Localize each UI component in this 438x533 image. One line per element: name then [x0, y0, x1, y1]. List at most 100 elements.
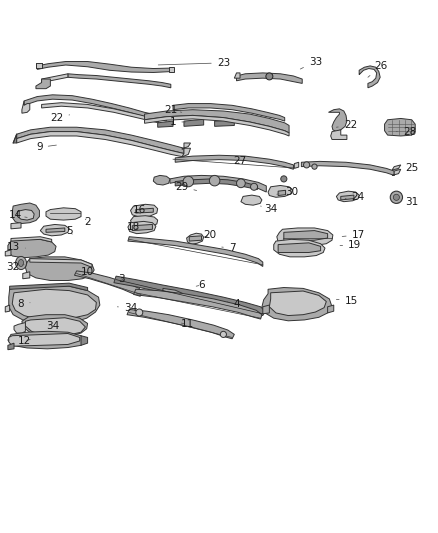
- Polygon shape: [158, 121, 173, 127]
- Ellipse shape: [16, 256, 27, 270]
- Text: 11: 11: [181, 319, 194, 329]
- Polygon shape: [187, 233, 204, 244]
- Polygon shape: [23, 272, 30, 279]
- Polygon shape: [81, 336, 88, 345]
- Polygon shape: [359, 66, 380, 88]
- Polygon shape: [128, 237, 263, 266]
- Polygon shape: [36, 79, 50, 88]
- Polygon shape: [170, 175, 266, 192]
- Polygon shape: [14, 322, 25, 333]
- Polygon shape: [234, 73, 240, 78]
- Text: 10: 10: [81, 266, 94, 277]
- Circle shape: [266, 73, 273, 80]
- Text: 34: 34: [117, 303, 137, 313]
- Text: 2: 2: [84, 217, 91, 227]
- Polygon shape: [241, 195, 262, 205]
- Polygon shape: [392, 169, 401, 175]
- Text: 7: 7: [222, 243, 236, 253]
- Text: 18: 18: [127, 222, 140, 232]
- Polygon shape: [169, 67, 174, 72]
- Circle shape: [237, 179, 245, 188]
- Text: 19: 19: [340, 240, 361, 251]
- Text: 12: 12: [18, 336, 31, 346]
- Polygon shape: [8, 332, 84, 349]
- Polygon shape: [182, 148, 191, 157]
- Polygon shape: [336, 191, 359, 201]
- Text: 26: 26: [368, 61, 388, 77]
- Polygon shape: [284, 231, 328, 241]
- Polygon shape: [175, 155, 293, 169]
- Polygon shape: [136, 208, 153, 213]
- Polygon shape: [131, 204, 158, 217]
- Text: 30: 30: [277, 187, 298, 197]
- Text: 31: 31: [398, 197, 418, 207]
- Text: 1: 1: [170, 117, 186, 127]
- Text: 27: 27: [233, 156, 247, 166]
- Polygon shape: [36, 63, 42, 68]
- Polygon shape: [145, 115, 289, 136]
- Text: 21: 21: [164, 104, 182, 115]
- Text: 8: 8: [18, 298, 30, 309]
- Text: 34: 34: [261, 204, 277, 214]
- Polygon shape: [131, 216, 158, 227]
- Text: 6: 6: [196, 280, 205, 290]
- Polygon shape: [278, 190, 286, 196]
- Polygon shape: [385, 118, 415, 136]
- Polygon shape: [8, 343, 14, 350]
- Text: 22: 22: [336, 120, 357, 131]
- Circle shape: [390, 191, 403, 204]
- Circle shape: [209, 175, 220, 186]
- Polygon shape: [18, 209, 34, 220]
- Polygon shape: [8, 239, 56, 258]
- Polygon shape: [328, 109, 347, 132]
- Circle shape: [312, 164, 317, 169]
- Polygon shape: [17, 132, 184, 157]
- Polygon shape: [134, 289, 262, 319]
- Polygon shape: [277, 228, 333, 246]
- Polygon shape: [13, 134, 17, 143]
- Polygon shape: [17, 127, 184, 154]
- Polygon shape: [341, 195, 354, 200]
- Polygon shape: [10, 283, 88, 290]
- Polygon shape: [46, 228, 65, 232]
- Text: 23: 23: [158, 58, 230, 68]
- Circle shape: [220, 332, 226, 337]
- Text: 25: 25: [395, 163, 418, 173]
- Polygon shape: [11, 237, 52, 242]
- Polygon shape: [25, 318, 85, 336]
- Text: 15: 15: [336, 296, 358, 305]
- Polygon shape: [182, 143, 191, 149]
- Polygon shape: [392, 165, 401, 170]
- Polygon shape: [42, 103, 159, 123]
- Polygon shape: [184, 119, 204, 126]
- Polygon shape: [173, 103, 285, 121]
- Polygon shape: [12, 289, 96, 320]
- Polygon shape: [268, 185, 293, 197]
- Polygon shape: [127, 310, 234, 339]
- Polygon shape: [114, 276, 265, 316]
- Text: 9: 9: [36, 142, 57, 152]
- Polygon shape: [42, 74, 68, 83]
- Circle shape: [251, 183, 258, 190]
- Text: 32: 32: [7, 262, 24, 272]
- Text: 33: 33: [300, 56, 322, 69]
- Polygon shape: [5, 250, 11, 256]
- Polygon shape: [9, 285, 100, 324]
- Text: 17: 17: [342, 230, 365, 240]
- Circle shape: [281, 176, 287, 182]
- Polygon shape: [40, 224, 69, 236]
- Polygon shape: [145, 110, 289, 133]
- Polygon shape: [189, 236, 201, 241]
- Polygon shape: [153, 175, 170, 185]
- Ellipse shape: [18, 260, 24, 266]
- Polygon shape: [163, 288, 183, 298]
- Text: 3: 3: [118, 274, 125, 284]
- Text: 20: 20: [204, 230, 217, 240]
- Polygon shape: [331, 130, 347, 140]
- Circle shape: [304, 162, 310, 168]
- Polygon shape: [74, 271, 142, 296]
- Polygon shape: [11, 223, 21, 229]
- Polygon shape: [263, 305, 269, 314]
- Polygon shape: [22, 101, 30, 113]
- Polygon shape: [22, 314, 88, 336]
